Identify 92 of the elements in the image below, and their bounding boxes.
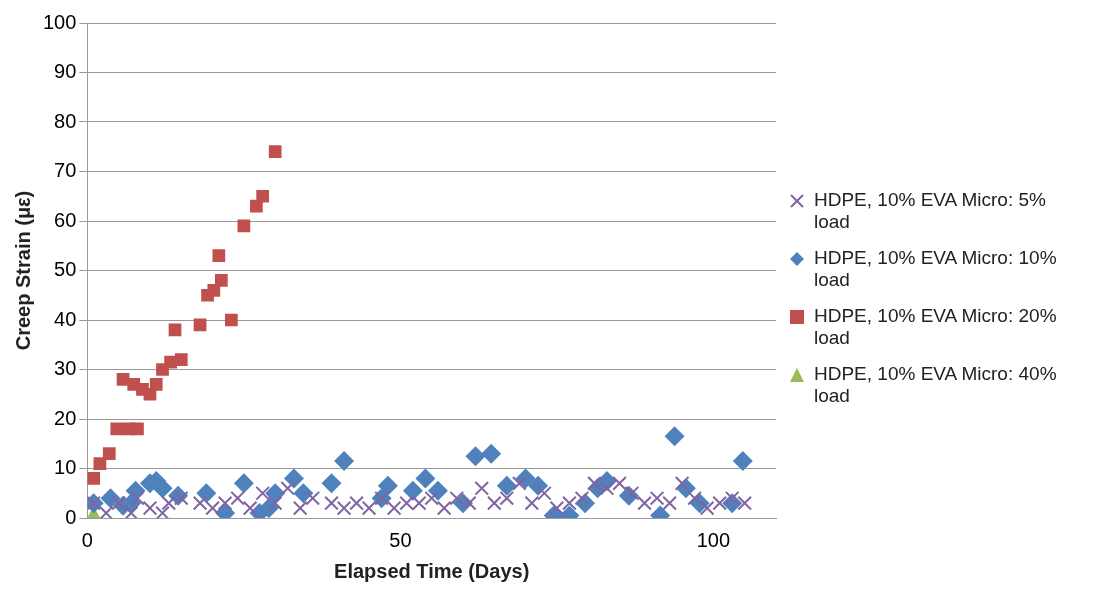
point [436,500,452,516]
y-tick-label: 80 [54,109,77,132]
y-tick-label: 70 [54,159,77,182]
point [230,490,245,506]
point [465,446,486,467]
point [102,447,116,461]
point [192,495,208,511]
point [732,451,753,472]
x-tick-label: 100 [696,528,731,551]
point [292,500,308,516]
point [280,480,296,496]
point [386,500,402,516]
point [377,475,398,496]
point [664,426,685,447]
point [217,495,233,511]
point [207,283,221,297]
point [267,495,283,511]
point [427,480,448,501]
point [255,485,271,501]
point [256,189,270,203]
point [149,377,163,391]
legend-label: HDPE, 10% EVA Micro: 40% load [814,363,1058,407]
point [98,505,114,518]
point [496,475,517,496]
y-tick-label: 0 [65,505,77,528]
point [161,495,177,511]
point [687,490,702,506]
point [130,490,145,506]
point [474,480,490,496]
point [293,483,314,504]
point [336,500,352,516]
point [699,500,715,516]
point [562,495,577,511]
point [612,475,627,491]
y-tick-label: 40 [54,307,77,330]
point [305,490,321,506]
point [321,473,342,494]
point [662,495,677,511]
point [268,145,282,159]
point [349,495,364,511]
point [152,478,173,499]
legend-label: HDPE, 10% EVA Micro: 5% load [814,189,1047,233]
point [155,505,170,518]
point [737,495,753,511]
point [174,353,188,366]
y-tick-label: 10 [54,456,77,479]
y-tick-label: 100 [42,10,77,33]
point [399,495,415,511]
y-tick-label: 20 [54,406,77,429]
point [324,495,339,511]
point [481,443,502,464]
point [224,313,238,327]
point [649,490,665,506]
legend-label: HDPE, 10% EVA Micro: 20% load [814,305,1058,349]
point [258,498,279,518]
point [196,483,217,504]
point [100,488,121,509]
point [334,451,355,472]
point [283,468,304,489]
point [87,472,100,485]
point [549,500,565,516]
point [93,457,107,470]
point [214,274,228,287]
point [111,495,127,511]
point [131,422,144,436]
point [123,505,139,518]
y-axis-title: Creep Strain (με) [11,190,34,351]
point [712,495,728,511]
point [515,468,536,489]
y-tick-label: 60 [54,208,77,231]
point [637,495,652,511]
y-tick-label: 50 [54,258,77,281]
point [486,495,502,511]
point [361,500,377,516]
point [499,490,515,506]
y-tick-label: 90 [54,60,77,83]
x-axis-title: Elapsed Time (Days) [334,559,530,582]
point [212,249,226,263]
point [415,468,436,489]
point [528,475,549,496]
y-tick-label: 30 [54,357,77,380]
point [524,495,540,511]
point [233,473,254,494]
point [142,500,158,516]
x-tick-label: 0 [81,528,93,551]
point [411,495,427,511]
legend-label: HDPE, 10% EVA Micro: 10% load [814,247,1058,291]
point [205,500,220,516]
x-tick-label: 50 [389,528,412,551]
point [242,500,258,516]
point [599,480,615,496]
point [402,480,423,501]
